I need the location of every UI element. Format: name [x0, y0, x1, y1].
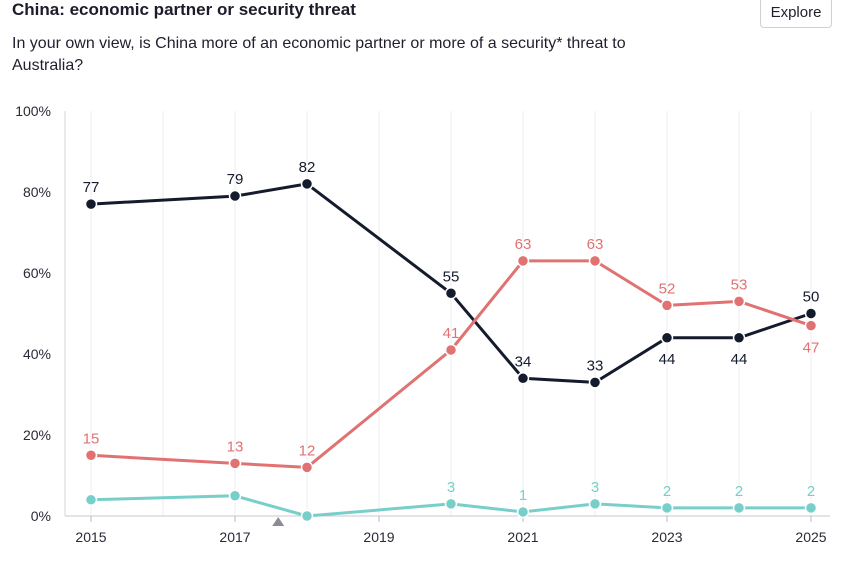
data-label: 15 — [83, 430, 100, 447]
y-tick-label: 100% — [15, 103, 51, 119]
data-point — [588, 254, 602, 268]
data-point — [516, 254, 530, 268]
data-point — [84, 449, 98, 462]
data-point — [588, 376, 602, 389]
data-point — [300, 509, 314, 523]
data-point — [660, 299, 674, 312]
x-tick-label: 2017 — [219, 529, 250, 545]
data-point — [732, 501, 746, 515]
x-tick-label: 2025 — [795, 529, 826, 545]
data-label: 41 — [443, 325, 460, 342]
x-tick-label: 2021 — [507, 529, 538, 545]
data-point — [804, 501, 818, 515]
data-label: 50 — [803, 289, 820, 306]
data-point — [660, 501, 674, 515]
data-point — [228, 489, 242, 502]
x-tick-label: 2019 — [363, 529, 394, 545]
explore-button[interactable]: Explore — [760, 0, 832, 28]
data-label: 44 — [731, 351, 748, 368]
data-point — [300, 177, 314, 191]
data-point — [300, 461, 314, 474]
data-label: 82 — [299, 159, 316, 176]
data-point — [516, 372, 530, 385]
data-label: 52 — [659, 280, 676, 297]
data-label: 13 — [227, 438, 244, 455]
data-label: 79 — [227, 171, 244, 188]
y-tick-label: 80% — [23, 184, 51, 200]
y-tick-label: 20% — [23, 427, 51, 443]
data-label: 34 — [515, 353, 532, 370]
data-label: 33 — [587, 357, 604, 374]
annotation-marker-icon — [272, 517, 285, 526]
data-point — [804, 307, 818, 320]
data-label: 2 — [807, 483, 815, 500]
data-label: 53 — [731, 276, 748, 293]
data-label: 2 — [663, 483, 671, 500]
x-tick-label: 2015 — [75, 529, 106, 545]
data-label: 77 — [83, 179, 100, 196]
data-label: 3 — [447, 479, 455, 496]
data-label: 3 — [591, 479, 599, 496]
data-point — [84, 493, 98, 507]
data-point — [444, 287, 458, 300]
data-point — [228, 457, 242, 470]
data-point — [444, 343, 458, 357]
chart-subtitle: In your own view, is China more of an ec… — [12, 35, 626, 74]
data-point — [444, 497, 458, 511]
chart-title: China: economic partner or security thre… — [12, 0, 356, 19]
data-label: 63 — [515, 236, 532, 253]
y-tick-label: 60% — [23, 265, 51, 281]
data-point — [660, 331, 674, 345]
data-point — [84, 197, 98, 211]
data-label: 47 — [803, 340, 820, 357]
data-label: 55 — [443, 268, 460, 285]
data-point — [228, 189, 242, 203]
data-label: 1 — [519, 487, 527, 504]
data-point — [588, 497, 602, 511]
data-point — [804, 319, 818, 332]
data-label: 63 — [587, 236, 604, 253]
data-label: 12 — [299, 442, 316, 459]
y-tick-label: 0% — [31, 508, 51, 524]
data-label: 44 — [659, 351, 676, 368]
x-tick-label: 2023 — [651, 529, 682, 545]
data-point — [732, 331, 746, 345]
data-label: 2 — [735, 483, 743, 500]
data-point — [516, 505, 530, 519]
data-point — [732, 295, 746, 308]
y-tick-label: 40% — [23, 346, 51, 362]
